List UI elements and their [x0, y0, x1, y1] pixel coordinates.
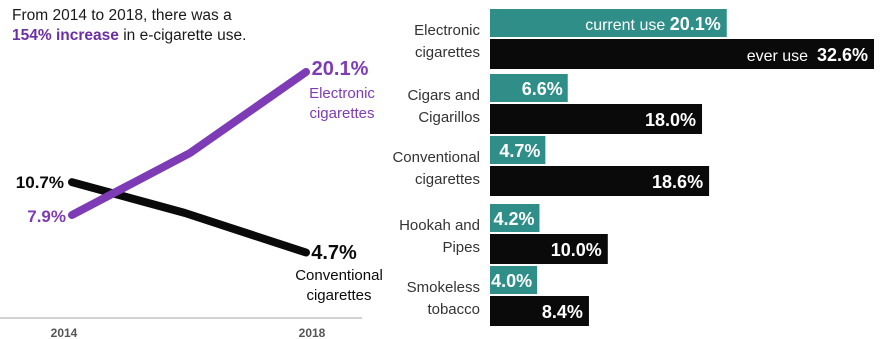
- bar-label-current-use-0: current use 20.1%: [585, 14, 721, 34]
- series-label-ecig-line-1: cigarettes: [309, 105, 374, 122]
- category-label-3-line-1: Pipes: [442, 239, 480, 256]
- bar-ever-use-2: [490, 166, 710, 196]
- category-label-1-line-1: Cigarillos: [418, 109, 480, 126]
- bar-label-ever-use-1: 18.0%: [645, 110, 696, 130]
- bar-label-ever-use-2: 18.6%: [652, 172, 703, 192]
- bar-ever-use-4: [490, 296, 589, 326]
- value-label-ecig-2014: 7.9%: [27, 207, 66, 226]
- series-name-ever-use: ever use: [747, 48, 808, 65]
- category-label-0-line-1: cigarettes: [415, 44, 480, 61]
- bar-ever-use-1: [490, 104, 703, 134]
- value-label-ecig-2018: 20.1%: [312, 58, 369, 80]
- series-label-conv-line-0: Conventional: [295, 267, 383, 284]
- value-label-conv-2018: 4.7%: [311, 242, 357, 264]
- headline-text-1: From 2014 to 2018, there was a: [12, 7, 232, 24]
- category-label-2-line-0: Conventional: [392, 149, 480, 166]
- headline-highlight-percent: 154%: [12, 27, 52, 44]
- bar-current-use-2: [490, 136, 546, 164]
- headline: From 2014 to 2018, there was a 154% incr…: [12, 6, 272, 46]
- category-label-0-line-0: Electronic: [414, 22, 480, 39]
- category-label-3-line-0: Hookah and: [399, 217, 480, 234]
- series-label-ecig-line-0: Electronic: [309, 85, 375, 102]
- bar-current-use-4: [490, 266, 538, 294]
- bar-label-current-use-4: 4.0%: [491, 271, 532, 291]
- value-label-conv-2014: 10.7%: [16, 173, 64, 192]
- category-label-4-line-1: tobacco: [427, 301, 480, 318]
- bar-label-ever-use-0: ever use 32.6%: [747, 45, 868, 65]
- headline-highlight-increase: increase: [55, 27, 119, 44]
- bar-label-ever-use-3: 10.0%: [551, 240, 602, 260]
- series-name-current-use: current use: [585, 17, 665, 34]
- headline-text-3: in e-cigarette use.: [118, 27, 247, 44]
- bar-label-current-use-3: 4.2%: [493, 209, 534, 229]
- bar-current-use-0: [490, 9, 727, 37]
- label-spacer: [808, 48, 817, 65]
- bar-ever-use-0: [490, 39, 874, 69]
- bar-current-use-1: [490, 74, 568, 102]
- value-current-use-0: 20.1%: [670, 14, 721, 34]
- bar-label-current-use-2: 4.7%: [499, 141, 540, 161]
- series-label-conv-line-1: cigarettes: [306, 287, 371, 304]
- series-line-electronic-cigarettes: [68, 68, 310, 219]
- bar-label-current-use-1: 6.6%: [522, 79, 563, 99]
- category-label-1-line-0: Cigars and: [407, 87, 480, 104]
- bar-ever-use-3: [490, 234, 608, 264]
- line-chart: 2014 2018 7.9% 20.1% Electronic cigarettes 10.…: [0, 58, 383, 339]
- category-label-4-line-0: Smokeless: [407, 279, 480, 296]
- bar-current-use-3: [490, 204, 540, 232]
- category-label-2-line-1: cigarettes: [415, 171, 480, 188]
- x-tick-label-2018: 2018: [299, 326, 326, 339]
- bar-label-ever-use-4: 8.4%: [542, 302, 583, 322]
- value-ever-use-0: 32.6%: [817, 45, 868, 65]
- x-tick-label-2014: 2014: [51, 326, 78, 339]
